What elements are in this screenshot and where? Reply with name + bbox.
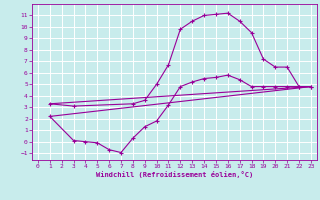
X-axis label: Windchill (Refroidissement éolien,°C): Windchill (Refroidissement éolien,°C) (96, 171, 253, 178)
